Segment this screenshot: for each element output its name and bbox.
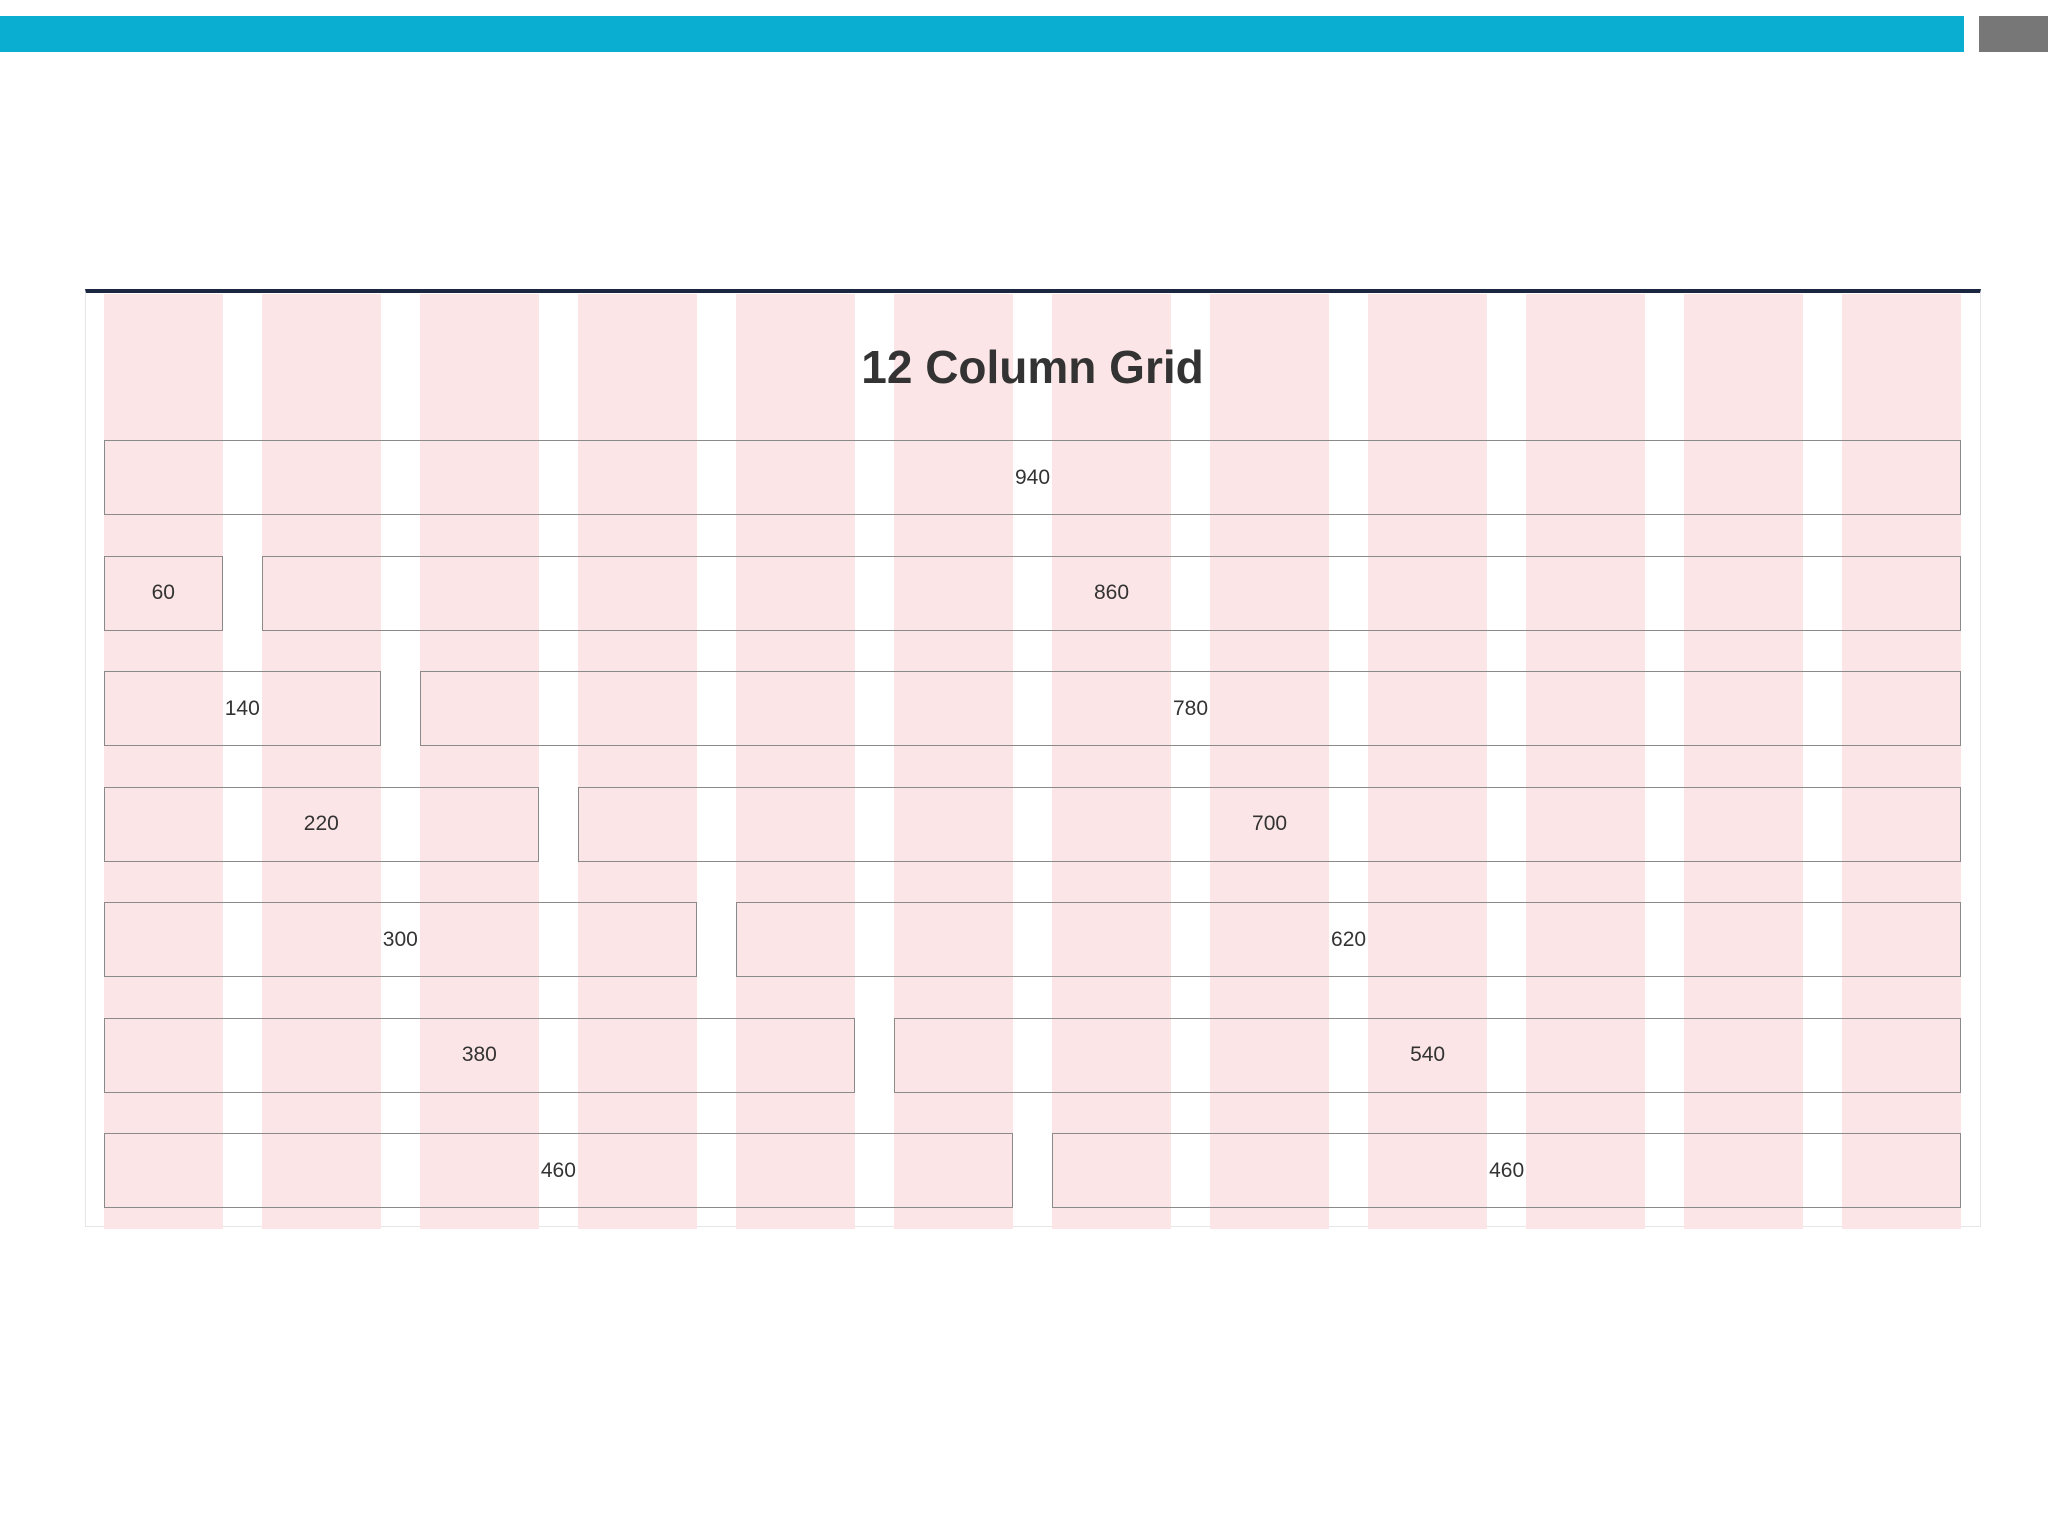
grid-column [420,294,539,1229]
grid-column [1842,294,1961,1229]
grid-span: 700 [578,786,1961,862]
grid-span: 300 [104,902,697,977]
grid-span: 460 [104,1133,1013,1208]
grid-title: 12 Column Grid [861,341,1204,393]
grid-span: 860 [262,555,1961,631]
grid-span: 460 [1052,1133,1961,1208]
grid-column [736,294,855,1229]
grid-span: 60 [104,555,223,631]
grid-column [1684,294,1803,1229]
menu-block [1979,16,2048,52]
grid-span: 140 [104,671,381,746]
grid-span: 940 [104,440,1961,515]
grid-span: 380 [104,1017,855,1093]
grid-frame [85,289,1981,1227]
grid-span: 220 [104,786,539,862]
grid-column [578,294,697,1229]
grid-span: 540 [894,1017,1961,1093]
top-bar [0,16,1964,52]
grid-column [262,294,381,1229]
grid-column [1368,294,1487,1229]
grid-column [1052,294,1171,1229]
grid-column [104,294,223,1229]
grid-column [894,294,1013,1229]
grid-span: 620 [736,902,1961,977]
grid-column [1526,294,1645,1229]
grid-span: 780 [420,671,1961,746]
grid-column [1210,294,1329,1229]
